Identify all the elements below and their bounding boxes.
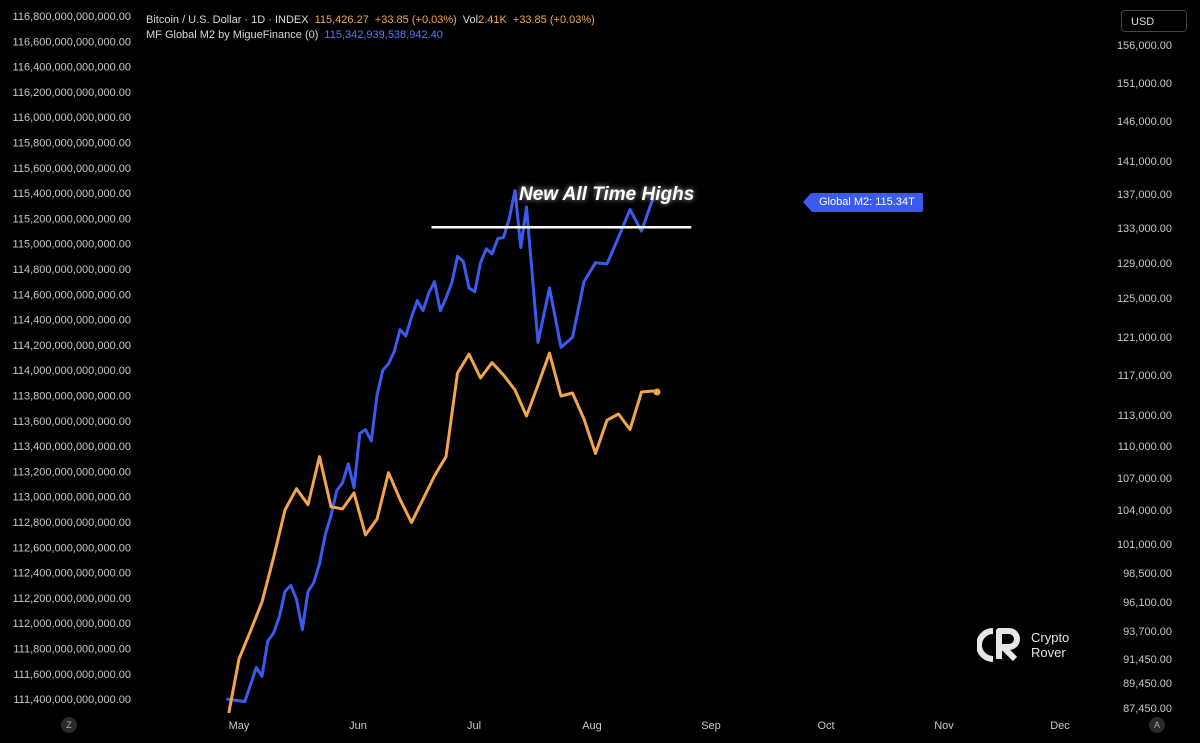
x-axis-tick-label: Sep <box>701 720 721 732</box>
left-axis-tick-label: 113,200,000,000,000.00 <box>13 466 131 478</box>
right-axis-tick-label: 121,000.00 <box>1117 332 1172 344</box>
right-axis-tick-label: 107,000.00 <box>1117 473 1172 485</box>
legend-vol-label: Vol <box>462 14 479 26</box>
legend-btc-price: 115,426.27 <box>314 14 369 26</box>
btc-last-point <box>653 388 661 396</box>
x-axis-tick-label: Nov <box>934 720 954 732</box>
series-layer <box>226 189 661 713</box>
left-axis-tick-label: 114,400,000,000,000.00 <box>13 315 131 327</box>
right-axis-tick-label: 156,000.00 <box>1117 40 1172 52</box>
left-axis-tick-label: 111,800,000,000,000.00 <box>13 644 131 656</box>
left-axis-tick-label: 116,000,000,000,000.00 <box>13 112 131 124</box>
right-axis-tick-label: 129,000.00 <box>1117 258 1172 270</box>
left-axis-tick-label: 116,400,000,000,000.00 <box>13 62 131 74</box>
right-axis-tick-label: 146,000.00 <box>1117 116 1172 128</box>
left-axis-tick-label: 111,600,000,000,000.00 <box>13 669 131 681</box>
right-axis-tick-label: 117,000.00 <box>1118 370 1172 382</box>
right-axis-tick-label: 137,000.00 <box>1117 189 1172 201</box>
left-axis-tick-label: 113,800,000,000,000.00 <box>13 391 131 403</box>
left-axis-tick-label: 114,800,000,000,000.00 <box>13 264 131 276</box>
right-axis-tick-label: 113,000.00 <box>1118 410 1172 422</box>
left-axis-tick-label: 112,200,000,000,000.00 <box>13 593 131 605</box>
right-axis-tick-label: 125,000.00 <box>1117 293 1172 305</box>
left-axis-tick-label: 112,400,000,000,000.00 <box>13 568 131 580</box>
left-axis-tick-label: 112,600,000,000,000.00 <box>13 542 131 554</box>
right-axis-tick-label: 93,700.00 <box>1123 626 1172 638</box>
left-axis-tick-label: 115,800,000,000,000.00 <box>13 138 131 150</box>
legend-btc: Bitcoin / U.S. Dollar · 1D · INDEX 115,42… <box>146 14 601 26</box>
left-axis-tick-label: 114,200,000,000,000.00 <box>13 340 131 352</box>
left-axis-tick-label: 111,400,000,000,000.00 <box>13 694 131 706</box>
x-axis-tick-label: Aug <box>582 720 602 732</box>
right-axis: 156,000.00 151,000.00 146,000.00 141,000.00… <box>1117 40 1172 715</box>
left-axis-tick-label: 116,800,000,000,000.00 <box>13 11 131 23</box>
right-axis-tick-label: 110,000.00 <box>1118 441 1172 453</box>
right-axis-tick-label: 133,000.00 <box>1117 223 1172 235</box>
legend-m2-value: 115,342,939,538,942.40 <box>324 29 443 41</box>
currency-button[interactable]: USD <box>1121 10 1187 32</box>
left-axis-tick-label: 116,600,000,000,000.00 <box>13 36 131 48</box>
left-axis-tick-label: 112,000,000,000,000.00 <box>13 618 131 630</box>
x-axis-tick-label: Oct <box>817 720 834 732</box>
legend-m2-name: MF Global M2 by MigueFinance (0) <box>146 29 319 41</box>
legend-btc-symbol: Bitcoin / U.S. Dollar · 1D · INDEX <box>146 14 309 26</box>
right-axis-tick-label: 104,000.00 <box>1117 505 1172 517</box>
scale-z-button[interactable]: Z <box>61 717 77 733</box>
left-axis-tick-label: 115,400,000,000,000.00 <box>13 188 131 200</box>
right-axis-tick-label: 101,000.00 <box>1117 539 1172 551</box>
left-axis-tick-label: 113,400,000,000,000.00 <box>13 441 131 453</box>
x-axis-tick-label: Dec <box>1050 720 1070 732</box>
left-axis-tick-label: 112,800,000,000,000.00 <box>13 517 131 529</box>
legend-vol-change: +33.85 (+0.03%) <box>512 14 595 26</box>
right-axis-tick-label: 91,450.00 <box>1123 654 1172 666</box>
annotation-text: New All Time Highs <box>519 184 695 205</box>
left-axis-tick-label: 115,600,000,000,000.00 <box>13 163 131 175</box>
x-axis-tick-label: Jun <box>349 720 367 732</box>
legend-vol-value: 2.41K <box>478 14 507 26</box>
left-axis-tick-label: 114,000,000,000,000.00 <box>13 365 131 377</box>
brand-line-2: Rover <box>1031 645 1066 660</box>
right-axis-tick-label: 87,450.00 <box>1123 703 1172 715</box>
brand-line-1: Crypto <box>1031 630 1070 645</box>
right-axis-tick-label: 151,000.00 <box>1117 78 1172 90</box>
right-axis-tick-label: 141,000.00 <box>1117 156 1172 168</box>
x-axis-tick-label: Jul <box>467 720 481 732</box>
left-axis-tick-label: 113,000,000,000,000.00 <box>13 492 131 504</box>
crypto-rover-logo-icon <box>977 628 1020 662</box>
left-axis-tick-label: 114,600,000,000,000.00 <box>13 289 131 301</box>
x-axis-tick-label: May <box>229 720 250 732</box>
right-axis-tick-label: 98,500.00 <box>1123 568 1172 580</box>
m2-price-tag: Global M2: 115.34T <box>803 193 923 212</box>
left-axis-tick-label: 116,200,000,000,000.00 <box>13 87 131 99</box>
btc-series-line <box>227 351 655 713</box>
right-axis-tick-label: 89,450.00 <box>1123 678 1172 690</box>
left-axis-tick-label: 113,600,000,000,000.00 <box>13 416 131 428</box>
left-axis-tick-label: 115,000,000,000,000.00 <box>13 239 131 251</box>
scale-auto-button[interactable]: A <box>1149 717 1165 733</box>
legend-m2: MF Global M2 by MigueFinance (0) 115,342,… <box>146 29 449 41</box>
brand-name: Crypto Rover <box>1031 630 1069 660</box>
left-axis-tick-label: 115,200,000,000,000.00 <box>13 213 131 225</box>
left-axis: 116,800,000,000,000.00 116,600,000,000,00… <box>13 11 131 706</box>
legend-btc-change: +33.85 (+0.03%) <box>374 14 457 26</box>
x-axis: May Jun Jul Aug Sep Oct Nov Dec <box>229 720 1071 732</box>
m2-series-line <box>226 189 655 704</box>
right-axis-tick-label: 96,100.00 <box>1123 597 1172 609</box>
